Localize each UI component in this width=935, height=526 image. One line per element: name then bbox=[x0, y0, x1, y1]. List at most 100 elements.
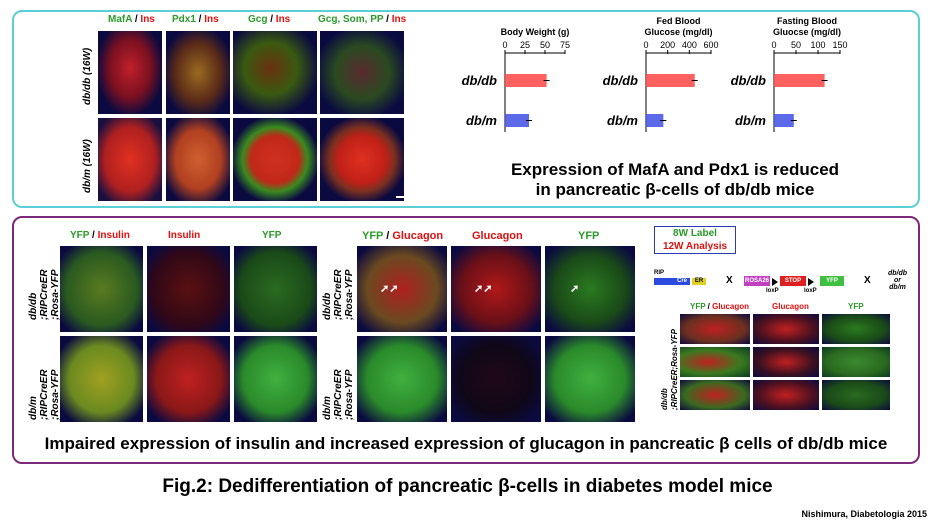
bottom-summary: Impaired expression of insulin and incre… bbox=[44, 434, 888, 453]
category-label: db/db bbox=[731, 73, 766, 88]
small-micrograph bbox=[753, 380, 819, 410]
bar bbox=[505, 74, 547, 87]
micrograph-yfp-dbm bbox=[234, 336, 317, 422]
tick-label: 50 bbox=[540, 40, 550, 50]
small-micrograph bbox=[680, 347, 750, 377]
small-micrograph bbox=[753, 347, 819, 377]
micrograph-insulin-dbm bbox=[147, 336, 230, 422]
bottom-left-row-label-2: db/m ;RIPCreER ;Rosa-YFP bbox=[28, 369, 61, 420]
bottom-left-row-label-1: db/db ;RIPCreER ;Rosa-YFP bbox=[28, 269, 61, 320]
yfp-block: YFP bbox=[820, 276, 844, 286]
arrow-marker: ➚ bbox=[570, 283, 580, 295]
small-micrograph bbox=[822, 314, 890, 344]
micrograph-yfp-insulin-dbdb bbox=[60, 246, 143, 332]
citation: Nishimura, Diabetologia 2015 bbox=[801, 509, 927, 519]
tick-label: 200 bbox=[660, 40, 675, 50]
rosa-block: ROSA26 bbox=[744, 276, 770, 286]
top-row-label-dbm: db/m (16W) bbox=[82, 139, 93, 193]
micrograph-yfp-dbdb bbox=[234, 246, 317, 332]
tick-label: 100 bbox=[810, 40, 825, 50]
category-label: db/db bbox=[603, 73, 638, 88]
label-box-line2: 12W Analysis bbox=[662, 241, 728, 252]
arrow-marker: ➚➚ bbox=[380, 283, 399, 295]
tick-label: 0 bbox=[643, 40, 648, 50]
top-summary-line1: Expression of MafA and Pdx1 is reduced bbox=[510, 160, 840, 179]
micrograph-gcg-dbdb bbox=[233, 31, 317, 114]
bar-charts: Body Weight (g) 0 25 50 75 db/db db/m Fed Blood… bbox=[462, 16, 848, 132]
arrow-marker: ➚➚ bbox=[474, 283, 493, 295]
loxp-icon bbox=[808, 278, 814, 286]
tick-label: 75 bbox=[560, 40, 570, 50]
bar bbox=[774, 114, 794, 127]
bar bbox=[774, 74, 825, 87]
bottom-left-header-1: YFP / Insulin bbox=[70, 230, 130, 241]
small-header-2: Glucagon bbox=[772, 302, 809, 311]
tick-label: 400 bbox=[682, 40, 697, 50]
micrograph-pdx1-dbm bbox=[166, 118, 230, 201]
category-label: db/m bbox=[466, 113, 497, 128]
small-micrograph bbox=[753, 314, 819, 344]
bottom-mid-header-2: Glucagon bbox=[472, 230, 523, 242]
category-label: db/db bbox=[462, 73, 497, 88]
cross-x-1: X bbox=[726, 275, 733, 286]
chart-title: Gluocse (mg/dl) bbox=[773, 27, 841, 37]
top-col-header-1: MafA / Ins bbox=[108, 14, 155, 25]
bottom-mid-header-3: YFP bbox=[578, 230, 600, 242]
bottom-mid-row-label-1: db/db ;RIPCreER ;Rosa-YFP bbox=[322, 269, 355, 320]
tick-label: 25 bbox=[520, 40, 530, 50]
figure-title: Fig.2: Dedifferentiation of pancreatic β… bbox=[162, 476, 773, 497]
loxp-label: loxP bbox=[804, 288, 817, 294]
bar bbox=[505, 114, 529, 127]
bottom-left-header-3: YFP bbox=[262, 230, 282, 241]
tick-label: 600 bbox=[703, 40, 718, 50]
small-micrograph bbox=[822, 380, 890, 410]
cre-block: Cre bbox=[674, 278, 690, 285]
top-summary: Expression of MafA and Pdx1 is reduced i… bbox=[470, 160, 880, 200]
small-header-1: YFP / Glucagon bbox=[690, 302, 749, 311]
bottom-mid-row-label-2: db/m ;RIPCreER ;Rosa-YFP bbox=[322, 369, 355, 420]
cross-diagram: RIP Cre ER X ROSA26 loxP STOP loxP YFP X… bbox=[648, 268, 918, 302]
label-box: 8W Label 12W Analysis bbox=[654, 226, 736, 254]
bottom-panel bbox=[12, 216, 920, 464]
tick-label: 0 bbox=[771, 40, 776, 50]
micrograph-gcgsom-dbm bbox=[320, 118, 404, 201]
tick-label: 150 bbox=[832, 40, 847, 50]
cross-x-2: X bbox=[864, 275, 871, 286]
micrograph-glucagon-dbdb bbox=[451, 246, 541, 332]
cross-target: db/db or db/m bbox=[888, 270, 908, 291]
bottom-mid-header-1: YFP / Glucagon bbox=[362, 230, 444, 242]
micrograph-gcgsom-dbdb bbox=[320, 31, 404, 114]
micrograph-mafa-dbm bbox=[98, 118, 162, 201]
top-col-header-4: Gcg, Som, PP / Ins bbox=[318, 14, 407, 25]
small-header-3: YFP bbox=[848, 302, 864, 311]
small-micrograph bbox=[680, 314, 750, 344]
chart-title: Fasting Blood bbox=[777, 16, 837, 26]
micrograph-yfp-dbdb-2 bbox=[545, 246, 635, 332]
micrograph-yfp-glucagon-dbdb bbox=[357, 246, 447, 332]
micrograph-insulin-dbdb bbox=[147, 246, 230, 332]
top-row-label-dbdb: db/db (16W) bbox=[82, 47, 93, 105]
bar bbox=[646, 114, 664, 127]
tick-label: 50 bbox=[791, 40, 801, 50]
tick-label: 0 bbox=[502, 40, 507, 50]
loxp-icon bbox=[772, 278, 778, 286]
top-col-header-3: Gcg / Ins bbox=[248, 14, 291, 25]
chart-title: Glucose (mg/dl) bbox=[644, 27, 712, 37]
micrograph-mafa-dbdb bbox=[98, 31, 162, 114]
rip-block bbox=[654, 278, 674, 285]
bottom-left-header-2: Insulin bbox=[168, 230, 201, 241]
er-block: ER bbox=[692, 278, 706, 285]
micrograph-glucagon-dbm bbox=[451, 336, 541, 422]
micrograph-gcg-dbm bbox=[233, 118, 317, 201]
loxp-label: loxP bbox=[766, 288, 779, 294]
category-label: db/m bbox=[735, 113, 766, 128]
small-row-label: db/db ;RIPCreER;Rosa-YFP bbox=[660, 329, 679, 410]
label-box-line1: 8W Label bbox=[673, 228, 717, 239]
bar bbox=[646, 74, 695, 87]
scale-bar bbox=[396, 196, 404, 198]
micrograph-pdx1-dbdb bbox=[166, 31, 230, 114]
micrograph-yfp-insulin-dbm bbox=[60, 336, 143, 422]
category-label: db/m bbox=[607, 113, 638, 128]
top-col-header-2: Pdx1 / Ins bbox=[172, 14, 219, 25]
micrograph-yfp-dbm-2 bbox=[545, 336, 635, 422]
